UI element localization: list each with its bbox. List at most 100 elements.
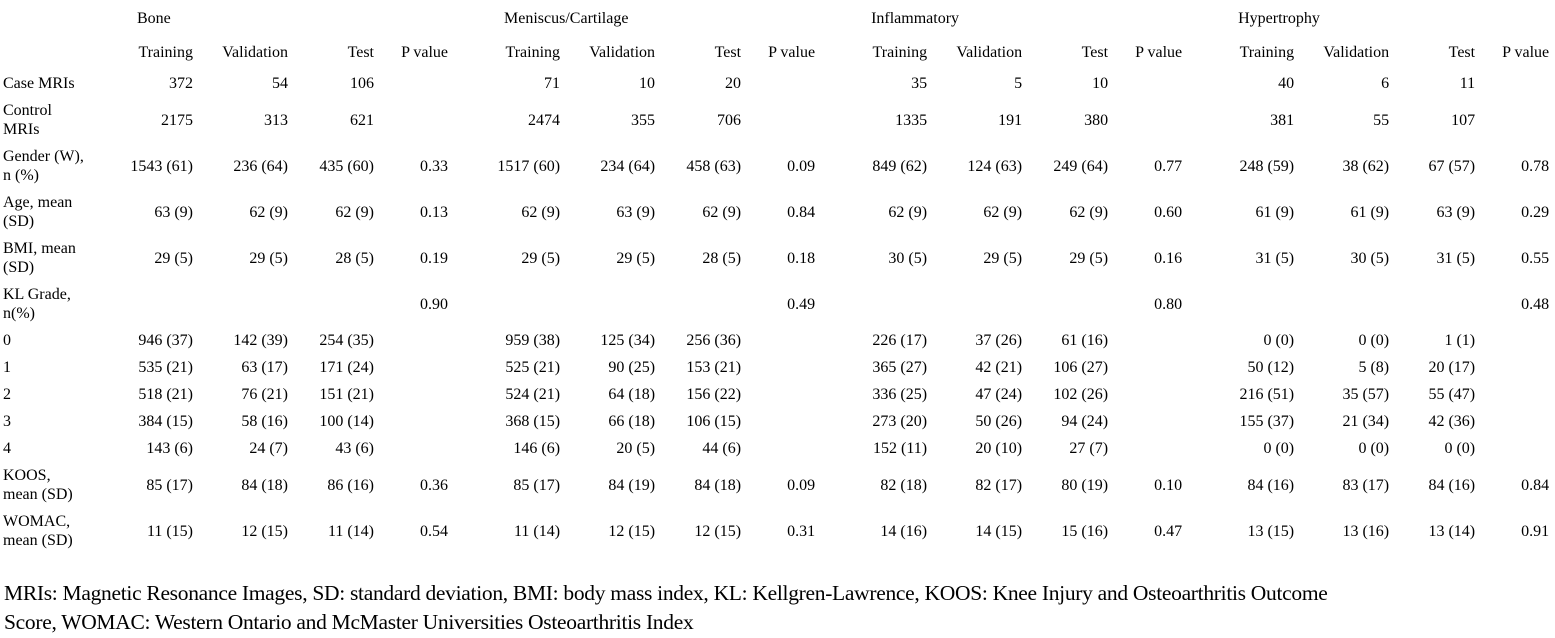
- cell: 66 (18): [608, 413, 656, 430]
- cell: 1517 (60): [497, 157, 561, 175]
- table-header: Bone Meniscus/Cartilage Inflammatory Hypert…: [3, 2, 1555, 70]
- cell: 47 (24): [975, 386, 1023, 403]
- cell: 10: [639, 75, 656, 92]
- cell: 24 (7): [249, 440, 288, 457]
- cell: 0.16: [1154, 249, 1183, 267]
- cell: 37 (26): [975, 332, 1023, 349]
- cell: 100 (14): [319, 413, 374, 430]
- cell: 435 (60): [319, 157, 374, 175]
- cell: 42 (36): [1428, 413, 1476, 430]
- cell: [199, 281, 294, 327]
- cell: 61 (16): [1061, 332, 1109, 349]
- cell: [1114, 97, 1190, 143]
- cell: 71: [544, 75, 561, 92]
- column-header: Training: [138, 44, 193, 61]
- cell: [747, 381, 823, 408]
- cell: 13 (15): [1247, 522, 1295, 540]
- cell: 28 (5): [702, 249, 742, 267]
- cell: 946 (37): [138, 332, 193, 349]
- column-header: Training: [1239, 44, 1295, 61]
- cell: 0.80: [1154, 295, 1183, 313]
- cell: 12 (15): [694, 522, 742, 540]
- cell: [1481, 435, 1555, 462]
- cell: 959 (38): [505, 332, 561, 349]
- cell: 0.09: [787, 476, 816, 494]
- cell: 249 (64): [1053, 157, 1109, 175]
- cell: 29 (5): [616, 249, 656, 267]
- cell: 355: [631, 111, 656, 129]
- cell: 11: [1459, 75, 1476, 92]
- cell: 54: [272, 75, 288, 92]
- cell: 61 (9): [1350, 203, 1390, 221]
- cell: 0.33: [420, 157, 449, 175]
- cell: 11 (14): [513, 522, 561, 540]
- table-row: Case MRIs 372 54 106 71 10 20 35 5 10 40 6 11: [3, 70, 1555, 97]
- cell: 248 (59): [1239, 157, 1295, 175]
- cell: 90 (25): [608, 359, 656, 376]
- cell: 518 (21): [138, 386, 193, 403]
- cell: 13 (16): [1342, 522, 1390, 540]
- cell: 0 (0): [1263, 440, 1295, 457]
- cell: 29 (5): [1069, 249, 1109, 267]
- cell: 28 (5): [335, 249, 374, 267]
- row-label: Age, mean (SD): [3, 194, 73, 230]
- cell: [747, 435, 823, 462]
- cell: 85 (17): [146, 476, 193, 494]
- cell: [566, 281, 661, 327]
- cell: 84 (16): [1428, 476, 1476, 494]
- cell: 156 (22): [686, 386, 742, 403]
- cell: 62 (9): [335, 203, 374, 221]
- cell: 94 (24): [1061, 413, 1109, 430]
- cell: 82 (17): [975, 476, 1023, 494]
- cell: 1335: [895, 111, 928, 129]
- table-row: WOMAC, mean (SD) 11 (15) 12 (15) 11 (14) 0.5…: [3, 508, 1555, 554]
- cell: 0.55: [1521, 249, 1550, 267]
- cell: 21 (34): [1342, 413, 1390, 430]
- cell: 0.31: [787, 522, 816, 540]
- cell: [1114, 327, 1190, 354]
- cell: 106 (15): [686, 413, 742, 430]
- row-label: Gender (W), n (%): [3, 148, 84, 184]
- cell: [747, 354, 823, 381]
- cell: [380, 408, 456, 435]
- cell: 0.78: [1521, 157, 1550, 175]
- cell: 0.84: [787, 203, 816, 221]
- cell: 384 (15): [138, 413, 193, 430]
- cell: 0.47: [1154, 522, 1183, 540]
- table-row: Gender (W), n (%) 1543 (61) 236 (64) 435 (6…: [3, 143, 1555, 189]
- column-header: Test: [714, 44, 742, 61]
- cell: 20 (5): [616, 440, 656, 457]
- cell: 0.19: [420, 249, 449, 267]
- cell: 12 (15): [608, 522, 656, 540]
- cell: 236 (64): [233, 157, 288, 175]
- cell: [1481, 327, 1555, 354]
- table-row: 0 946 (37) 142 (39) 254 (35) 959 (38) 125 (34…: [3, 327, 1555, 354]
- column-header: P value: [1502, 44, 1550, 61]
- cell: 38 (62): [1342, 157, 1390, 175]
- group-header: Hypertrophy: [1238, 10, 1320, 27]
- cell: 20 (10): [975, 440, 1023, 457]
- cell: 106: [350, 75, 374, 92]
- cell: 11 (14): [327, 522, 374, 540]
- cell: 0.54: [420, 522, 449, 540]
- cell: [933, 281, 1028, 327]
- cell: 43 (6): [335, 440, 374, 457]
- cell: 0.09: [787, 157, 816, 175]
- cell: 83 (17): [1342, 476, 1390, 494]
- cell: [747, 408, 823, 435]
- cell: 44 (6): [702, 440, 742, 457]
- cell: 84 (18): [694, 476, 742, 494]
- cell: 0.49: [787, 295, 816, 313]
- column-header: P value: [768, 44, 816, 61]
- cell: 12 (15): [241, 522, 288, 540]
- cell: 0.29: [1521, 203, 1550, 221]
- cell: 29 (5): [521, 249, 561, 267]
- cell: 124 (63): [967, 157, 1023, 175]
- column-header: Validation: [222, 44, 288, 61]
- cell: 153 (21): [686, 359, 742, 376]
- cell: 50 (12): [1247, 359, 1295, 376]
- cell: 216 (51): [1239, 386, 1295, 403]
- cell: 365 (27): [872, 359, 928, 376]
- table-row: KOOS, mean (SD) 85 (17) 84 (18) 86 (16) 0.36…: [3, 462, 1555, 508]
